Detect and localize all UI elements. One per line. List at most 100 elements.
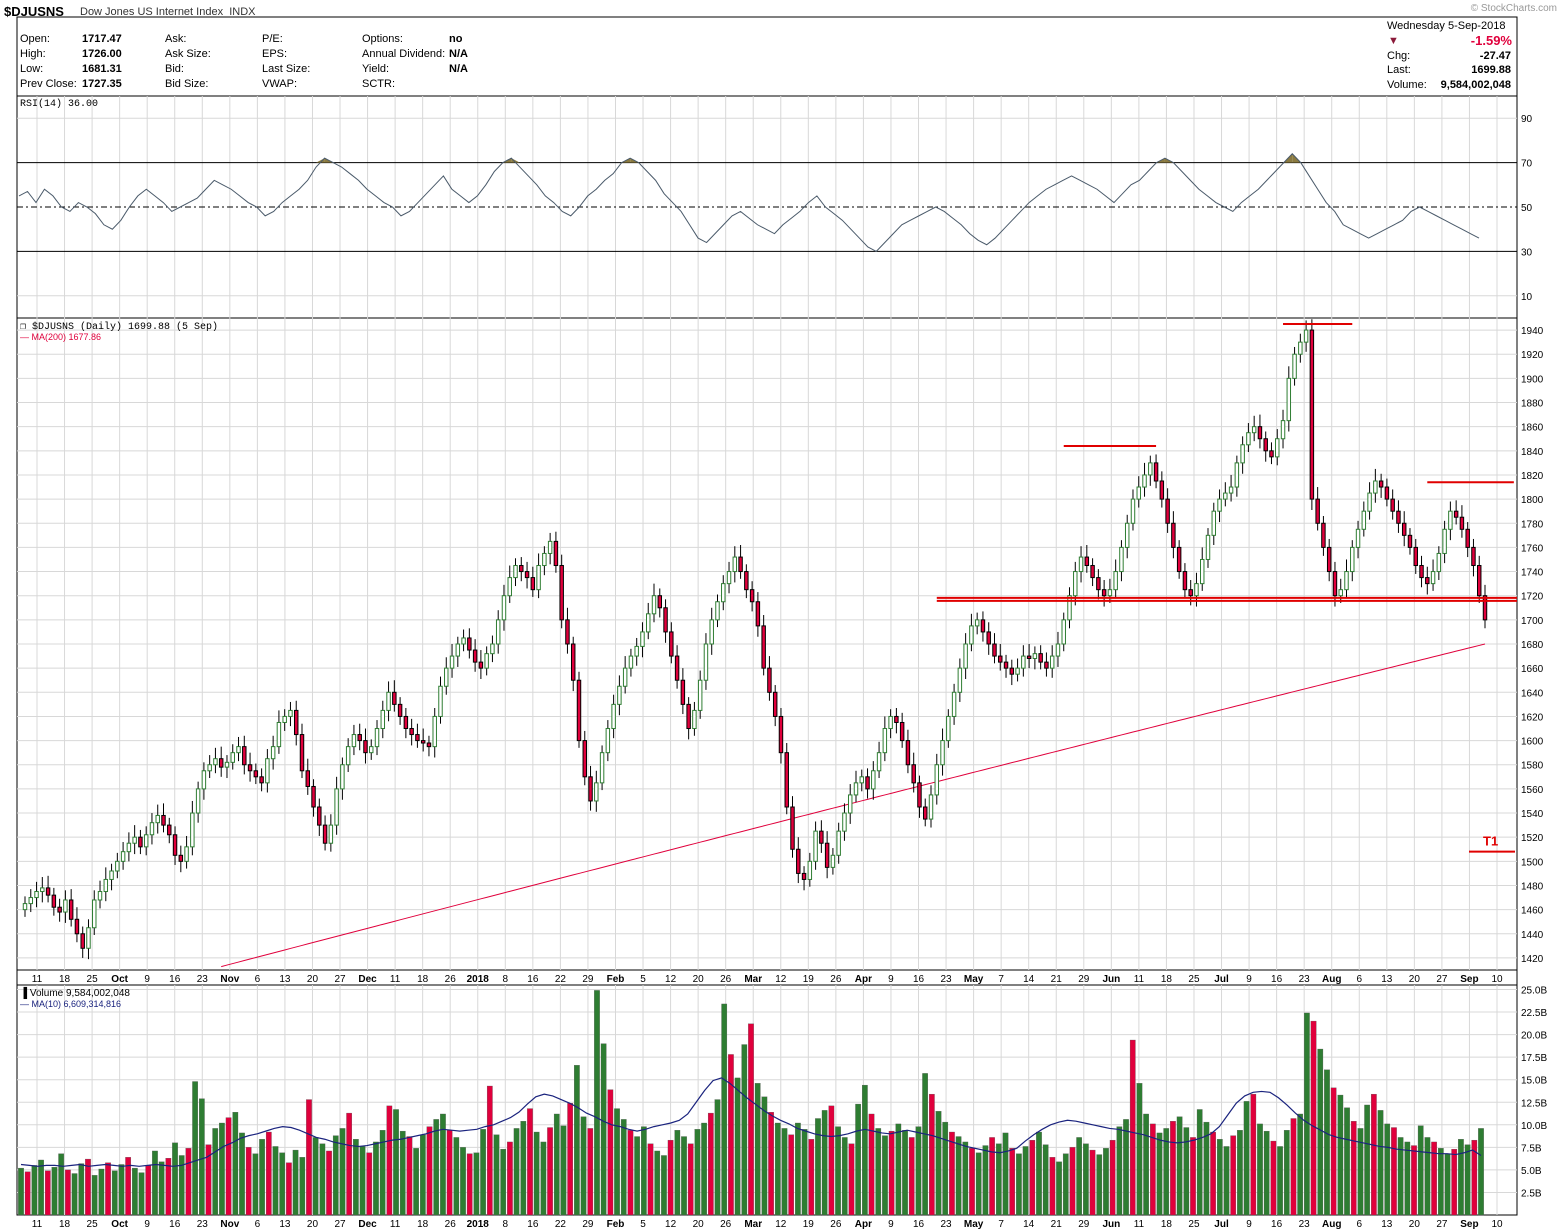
volume-bar-up [192, 1081, 198, 1216]
x-tick-label: Sep [1460, 974, 1478, 985]
volume-bar-up [1464, 1144, 1471, 1216]
quote-field-label: Bid Size: [165, 78, 209, 90]
candle-down [1171, 522, 1176, 548]
candle-down [1407, 534, 1413, 548]
volume-bar-down [1150, 1123, 1156, 1216]
candle-down [242, 746, 247, 766]
volume-bar-up [232, 1112, 239, 1216]
volume-bar-up [1196, 1109, 1203, 1216]
candle-up [599, 752, 605, 784]
candle-down [317, 806, 322, 826]
volume-bar-up [58, 1153, 65, 1216]
candle-up [1442, 528, 1447, 554]
candle-up [617, 685, 622, 705]
price-tick-label: 1600 [1521, 737, 1544, 748]
candle-down [57, 906, 62, 913]
x-tick-label: 16 [527, 974, 539, 985]
volume-bar-up [1083, 1143, 1089, 1216]
candle-down [357, 734, 362, 742]
volume-bar-down [145, 1165, 152, 1216]
x-tick-label: Mar [744, 974, 762, 985]
candle-down [167, 824, 172, 836]
x-tick-label: 26 [720, 1219, 732, 1230]
volume-bar-down [426, 1126, 433, 1216]
volume-bar-up [239, 1132, 245, 1216]
candle-up [432, 715, 437, 748]
candle-down [397, 703, 403, 717]
quote-field-label: Yield: [362, 63, 390, 75]
volume-bar-down [225, 1117, 232, 1216]
volume-bar-up [78, 1163, 85, 1216]
x-tick-label: May [964, 1219, 984, 1230]
candle-up [726, 571, 732, 585]
volume-bar-up [1183, 1127, 1190, 1216]
volume-bar-up [359, 1146, 366, 1216]
candle-up [126, 842, 132, 853]
down-arrow-icon: ▼ [1388, 35, 1399, 47]
x-tick-label: 11 [390, 974, 401, 985]
rsi-overbought-fill [511, 158, 520, 163]
x-tick-label: 26 [445, 974, 457, 985]
candle-up [813, 830, 818, 862]
candle-up [380, 709, 386, 730]
volume-bar-down [1411, 1145, 1417, 1216]
x-tick-label: May [964, 974, 984, 985]
price-tick-label: 1880 [1521, 399, 1544, 410]
volume-bar-down [1230, 1135, 1237, 1216]
x-tick-label: 9 [144, 1219, 150, 1230]
x-tick-label: Dec [358, 1219, 377, 1230]
candle-down [524, 571, 530, 579]
candle-down [467, 637, 472, 651]
volume-bar-up [399, 1130, 406, 1216]
volume-bar-up [473, 1152, 480, 1216]
candle-down [426, 742, 432, 748]
candle-up [974, 619, 980, 627]
candle-down [570, 643, 576, 681]
quote-field-label: Last Size: [262, 63, 311, 75]
x-tick-label: 20 [1409, 1219, 1421, 1230]
volume-bar-down [286, 1162, 292, 1216]
quote-field-label: High: [20, 48, 46, 60]
candle-down [172, 834, 178, 856]
candle-down [299, 734, 305, 772]
candle-up [1275, 438, 1280, 458]
candle-up [1251, 426, 1257, 434]
candle-up [351, 734, 357, 748]
symbol-title: $DJUSNS [4, 4, 64, 19]
volume-bar-up [440, 1113, 446, 1216]
candle-down [1459, 516, 1465, 530]
volume-bar-up [1216, 1139, 1223, 1216]
price-tick-label: 1580 [1521, 761, 1544, 772]
x-tick-label: 12 [775, 1219, 787, 1230]
volume-bar-up [1437, 1148, 1444, 1216]
volume-bar-up [1257, 1123, 1263, 1216]
candle-up [224, 761, 230, 768]
candle-down [409, 728, 414, 736]
volume-bar-up [1237, 1130, 1243, 1216]
volume-bar-up [212, 1128, 219, 1216]
x-tick-label: 11 [32, 974, 43, 985]
candle-up [345, 746, 351, 766]
price-tick-label: 1740 [1521, 568, 1544, 579]
x-tick-label: 5 [640, 1219, 646, 1230]
volume-bar-down [1471, 1139, 1478, 1216]
x-tick-label: 9 [888, 974, 894, 985]
price-tick-label: 1800 [1521, 495, 1544, 506]
candle-up [340, 764, 345, 790]
volume-bar-up [279, 1152, 286, 1216]
volume-bar-down [1290, 1118, 1297, 1216]
candle-down [749, 589, 755, 603]
candle-up [288, 709, 293, 717]
volume-bar-up [594, 990, 600, 1216]
volume-bar-up [821, 1110, 828, 1216]
volume-bar-up [132, 1167, 138, 1216]
candle-up [1338, 589, 1343, 597]
volume-bar-down [125, 1157, 131, 1216]
price-tick-label: 1480 [1521, 881, 1544, 892]
volume-bar-up [1016, 1153, 1022, 1216]
volume-bar-down [306, 1099, 312, 1216]
x-tick-label: 25 [1188, 1219, 1200, 1230]
volume-bar-up [272, 1146, 279, 1216]
quote-field-label: Options: [362, 33, 403, 45]
candle-down [1159, 480, 1165, 500]
